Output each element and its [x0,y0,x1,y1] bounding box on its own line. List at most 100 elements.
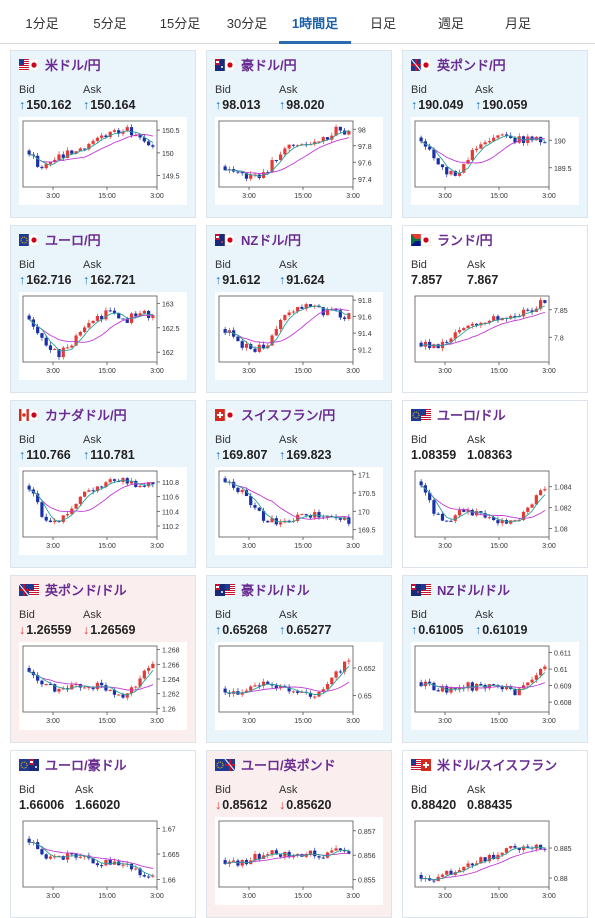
price-chart[interactable]: 97.4 97.6 97.8 98 3:00 15:00 3:00 [215,117,383,205]
pair-name[interactable]: 豪ドル/ドル [241,582,310,598]
pair-name[interactable]: ユーロ/円 [45,232,101,248]
pair-header[interactable]: 豪ドル/円 [215,56,297,73]
y-tick-label: 1.67 [162,827,176,834]
price-chart[interactable]: 189.5 190 3:00 15:00 3:00 [411,117,579,205]
tab-4[interactable]: 30分足 [226,16,268,31]
candle [534,495,538,505]
y-tick-label: 0.652 [358,666,376,673]
candle [134,868,138,870]
price-chart[interactable]: 7.8 7.85 3:00 15:00 3:00 [411,292,579,380]
pair-header[interactable]: カナダドル/円 [19,406,127,423]
price-chart[interactable]: 1.08 1.082 1.084 3:00 15:00 3:00 [411,467,579,555]
pair-name[interactable]: 米ドル/円 [45,57,101,73]
price-chart[interactable]: 149.5 150 150.5 3:00 15:00 3:00 [19,117,187,205]
tab-1[interactable]: 1分足 [25,16,59,31]
candle [457,510,462,516]
price-chart[interactable]: 0.608 0.609 0.61 0.611 3:00 15:00 3:00 [411,642,579,730]
rate-card[interactable]: 米ドル/スイスフラン Bid Ask 0.88420 0.88435 0.88 0.885 3… [402,750,588,918]
rate-card[interactable]: ユーロ/豪ドル Bid Ask 1.66006 1.66020 1.66 1.665 1.67… [10,750,196,918]
pair-header[interactable]: 英ポンド/円 [410,56,506,73]
candle [462,163,466,173]
price-chart[interactable]: 1.66 1.665 1.67 3:00 15:00 3:00 [19,817,187,905]
candle [104,859,108,866]
pair-name[interactable]: 英ポンド/ドル [45,582,127,598]
pair-header[interactable]: 米ドル/スイスフラン [411,756,558,773]
rate-card[interactable]: カナダドル/円 Bid Ask ↑110.766 ↑110.781 110.2 110.4 1… [10,400,196,568]
pair-name[interactable]: スイスフラン/円 [241,407,336,423]
pair-name[interactable]: ユーロ/ドル [437,407,506,423]
price-chart[interactable]: 169.5 170 170.5 171 3:00 15:00 3:00 [215,467,383,555]
candle [543,666,547,669]
ask-price: 1.66020 [75,798,120,812]
candle [257,344,261,352]
price-chart[interactable]: 0.855 0.856 0.857 3:00 15:00 3:00 [215,817,383,905]
rate-card[interactable]: ユーロ/英ポンド Bid Ask ↓0.85612 ↓0.85620 0.855 0.856… [206,750,392,918]
rate-card[interactable]: 豪ドル/ドル Bid Ask ↑0.65268 ↑0.65277 0.65 0.652 3:0… [206,575,392,743]
pair-header[interactable]: ユーロ/ドル [411,406,506,423]
rate-card[interactable]: 米ドル/円 Bid Ask ↑150.162 ↑150.164 149.5 150 150.5… [10,50,196,218]
tab-3[interactable]: 15分足 [159,16,201,31]
pair-header[interactable]: ユーロ/英ポンド [215,756,336,773]
pair-header[interactable]: 豪ドル/ドル [215,581,310,598]
rate-card[interactable]: NZドル/円 Bid Ask ↑91.612 ↑91.624 91.2 91.4 91.6 91… [206,225,392,393]
candle [112,310,117,313]
price-chart[interactable]: 162 162.5 163 3:00 15:00 3:00 [19,292,187,380]
rate-card[interactable]: 英ポンド/ドル Bid Ask ↓1.26559 ↓1.26569 1.26 1.262 1.… [10,575,196,743]
price-chart[interactable]: 0.65 0.652 3:00 15:00 3:00 [215,642,383,730]
candle [470,863,474,866]
pair-header[interactable]: 米ドル/円 [19,56,101,73]
candle [138,135,142,138]
price-chart[interactable]: 91.2 91.4 91.6 91.8 3:00 15:00 3:00 [215,292,383,380]
pair-name[interactable]: NZドル/円 [241,232,301,248]
tab-8[interactable]: 月足 [504,16,531,31]
pair-name[interactable]: ユーロ/豪ドル [45,757,127,773]
candle [500,852,504,855]
rate-card[interactable]: 英ポンド/円 Bid Ask ↑190.049 ↑190.059 189.5 190 3:00… [402,50,588,218]
pair-name[interactable]: NZドル/ドル [437,582,510,598]
x-tick-label: 15:00 [490,543,508,550]
pair-header[interactable]: ランド/円 [411,231,493,248]
rate-card[interactable]: ランド/円 Bid Ask 7.857 7.867 7.8 7.85 3:00 15:00 3:0… [402,225,588,393]
candle [296,307,300,312]
candle [125,318,129,323]
pair-header[interactable]: NZドル/円 [215,231,301,248]
pair-name[interactable]: カナダドル/円 [45,407,127,423]
pair-header[interactable]: NZドル/ドル [411,581,510,598]
rate-card[interactable]: ユーロ/ドル Bid Ask 1.08359 1.08363 1.08 1.082 1.084… [402,400,588,568]
candle [78,683,82,688]
price-chart[interactable]: 0.88 0.885 3:00 15:00 3:00 [411,817,579,905]
candle [308,850,313,854]
candle [457,870,462,873]
candle [40,680,44,685]
pair-header[interactable]: 英ポンド/ドル [18,581,127,598]
rate-card[interactable]: NZドル/ドル Bid Ask ↑0.61005 ↑0.61019 0.608 0.609 0… [402,575,588,743]
ma-short-line [225,130,350,177]
candle [74,683,78,685]
pair-header[interactable]: スイスフラン/円 [215,406,336,423]
tab-5[interactable]: 1時間足 [279,0,351,44]
pair-name[interactable]: 米ドル/スイスフラン [437,757,558,773]
candle [83,687,87,689]
pair-name[interactable]: 英ポンド/円 [437,57,506,73]
ask-value: 0.65277 [286,623,332,637]
pair-name[interactable]: 豪ドル/円 [241,57,297,73]
candle [78,856,82,858]
candle [287,851,291,858]
candle [440,513,445,521]
tab-6[interactable]: 日足 [369,16,396,31]
price-chart[interactable]: 110.2 110.4 110.6 110.8 3:00 15:00 3:00 [19,467,187,555]
x-tick-label: 15:00 [294,543,312,550]
rate-card[interactable]: ユーロ/円 Bid Ask ↑162.716 ↑162.721 162 162.5 163 3:… [10,225,196,393]
candle [100,486,104,488]
y-tick-label: 7.85 [554,308,568,315]
pair-header[interactable]: ユーロ/円 [19,231,101,248]
pair-name[interactable]: ランド/円 [437,232,493,248]
ma-long-line [225,137,350,175]
rate-card[interactable]: スイスフラン/円 Bid Ask ↑169.807 ↑169.823 169.5 170 17… [206,400,392,568]
tab-7[interactable]: 週足 [437,16,464,31]
pair-name[interactable]: ユーロ/英ポンド [241,757,336,773]
tab-2[interactable]: 5分足 [93,16,127,31]
price-chart[interactable]: 1.26 1.262 1.264 1.266 1.268 3:00 15:00 3:00 [19,642,187,730]
rate-card[interactable]: 豪ドル/円 Bid Ask ↑98.013 ↑98.020 97.4 97.6 97.8 98 3… [206,50,392,218]
pair-header[interactable]: ユーロ/豪ドル [19,756,127,773]
